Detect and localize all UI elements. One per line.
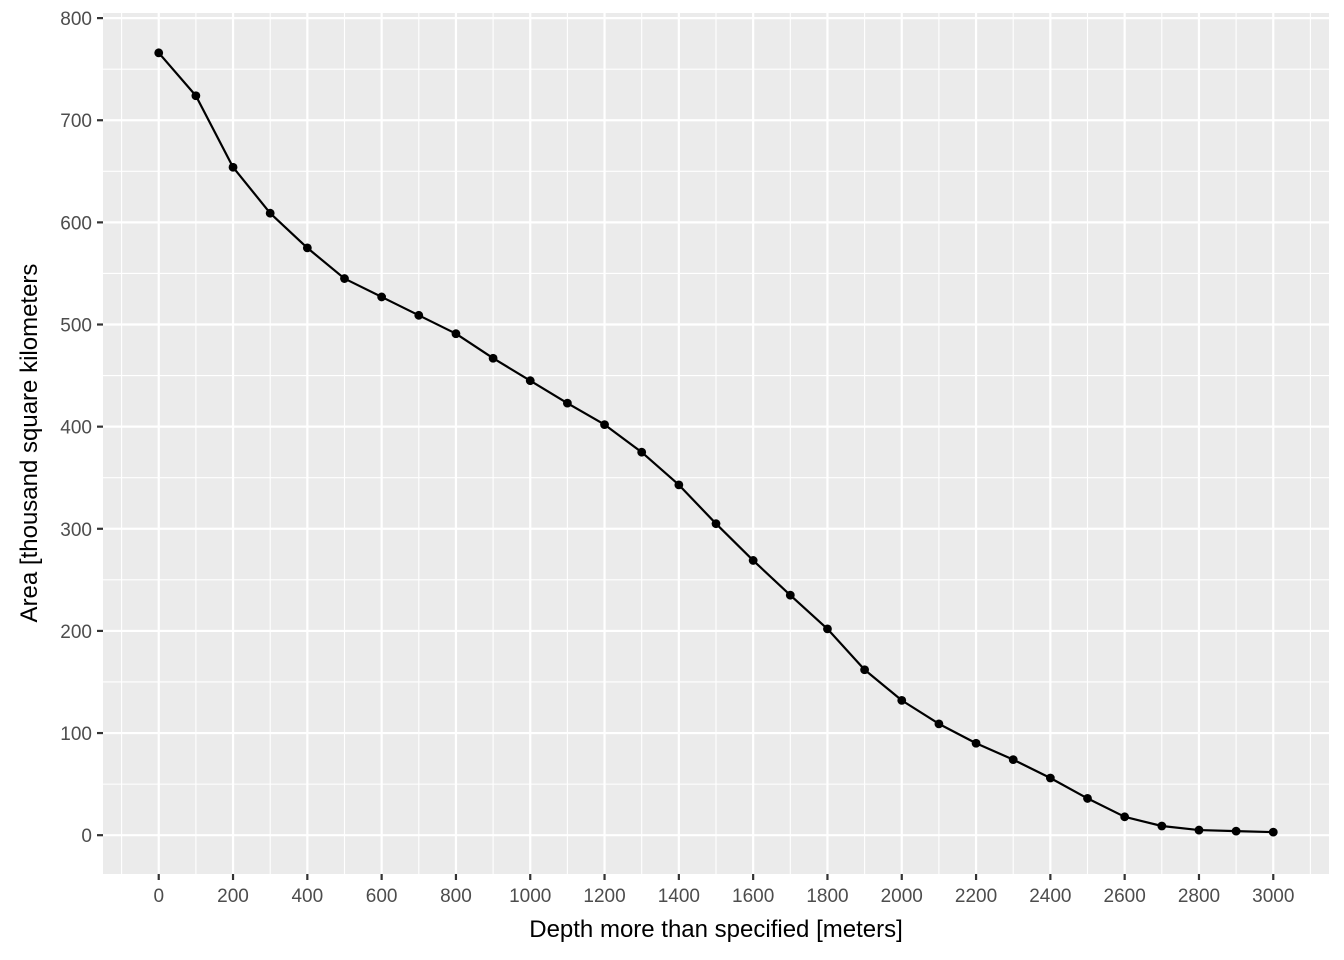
data-point [1194, 825, 1204, 835]
data-point [748, 556, 758, 565]
x-tick-label: 2800 [1178, 886, 1220, 907]
y-tick-label: 800 [60, 9, 92, 30]
data-point [1268, 827, 1278, 837]
y-axis: 0 100 200 300 400 500 600 700 800 [60, 9, 103, 847]
data-point [191, 91, 201, 101]
x-tick-label: 2600 [1104, 886, 1146, 907]
data-point [1083, 794, 1092, 803]
data-point [934, 719, 944, 729]
data-point [600, 420, 609, 430]
y-tick-label: 100 [60, 724, 92, 745]
major-gridlines [103, 13, 1329, 874]
data-point [488, 353, 498, 363]
y-tick-label: 600 [60, 213, 92, 234]
y-tick-label: 700 [60, 111, 92, 132]
x-axis-title: Depth more than specified [meters] [529, 916, 903, 943]
x-tick-label: 2000 [881, 886, 923, 907]
data-point [154, 48, 164, 58]
x-axis: 0 200 400 600 800 1000 1200 1400 1600 1800 2000 220… [153, 874, 1294, 907]
x-tick-label: 2200 [955, 886, 997, 907]
data-point [1120, 812, 1130, 822]
y-tick-label: 500 [60, 316, 92, 337]
data-point [302, 243, 312, 253]
x-tick-label: 1600 [732, 886, 774, 907]
x-tick-label: 1800 [806, 886, 848, 907]
x-tick-label: 1000 [509, 886, 551, 907]
data-point [451, 329, 461, 339]
data-point [377, 292, 387, 302]
data-point [711, 519, 721, 529]
x-tick-label: 1200 [583, 886, 625, 907]
data-point [1157, 821, 1167, 831]
data-point [823, 624, 832, 634]
data-point [340, 274, 349, 283]
data-point [414, 310, 424, 320]
data-point [971, 738, 981, 748]
x-tick-label: 800 [440, 886, 472, 907]
x-tick-label: 200 [217, 886, 249, 907]
y-tick-label: 200 [60, 622, 92, 643]
y-tick-label: 300 [60, 520, 92, 541]
data-point [1231, 826, 1241, 836]
data-point [1008, 755, 1018, 765]
data-point [1045, 773, 1055, 783]
x-tick-label: 2400 [1029, 886, 1071, 907]
data-point [637, 447, 647, 457]
x-tick-label: 1400 [658, 886, 700, 907]
x-tick-label: 400 [291, 886, 323, 907]
data-point [228, 162, 238, 172]
y-tick-label: 0 [81, 826, 92, 847]
data-series [154, 48, 1278, 837]
data-point [525, 376, 535, 386]
x-tick-label: 600 [366, 886, 398, 907]
data-point [785, 590, 795, 600]
data-point [674, 480, 684, 490]
x-tick-label: 0 [153, 886, 164, 907]
y-tick-label: 400 [60, 418, 92, 439]
y-axis-title: Area [thousand square kilometers [16, 264, 43, 623]
data-point [860, 665, 870, 675]
data-point [897, 695, 907, 705]
x-tick-label: 3000 [1252, 886, 1294, 907]
data-point [562, 398, 572, 408]
data-point [265, 208, 275, 218]
